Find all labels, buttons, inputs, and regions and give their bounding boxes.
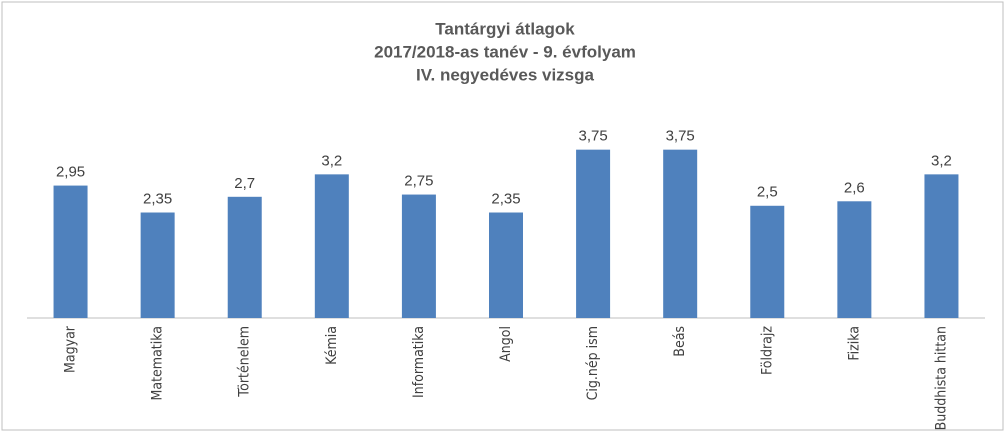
value-label: 2,5 [757, 184, 778, 201]
chart-title: Tantárgyi átlagok [435, 19, 575, 38]
x-tick-label: Matematika [150, 326, 166, 400]
x-tick-label: Történelem [237, 326, 253, 398]
x-tick-label: Beás [672, 326, 688, 357]
x-tick-label: Fizika [846, 326, 862, 361]
bar [314, 174, 349, 318]
chart-title: IV. negyedéves vizsga [416, 65, 595, 84]
value-label: 2,7 [234, 175, 255, 192]
x-tick-label: Kémia [324, 326, 340, 365]
value-label: 3,75 [666, 128, 695, 145]
bar [837, 201, 872, 318]
bar [489, 212, 523, 318]
x-tick-label: Informatika [411, 326, 427, 398]
x-tick-label: Földrajz [759, 326, 775, 375]
chart-title: 2017/2018-as tanév - 9. évfolyam [374, 42, 636, 61]
bar [140, 212, 175, 318]
value-label: 2,35 [143, 190, 172, 207]
x-tick-label: Magyar [63, 325, 79, 373]
x-tick-label: Cig.nép ism [585, 326, 601, 400]
bar [53, 185, 88, 318]
x-tick-label: Buddhista hittan [933, 326, 949, 430]
bar [576, 149, 611, 318]
bar [227, 196, 262, 318]
value-label: 2,35 [491, 190, 520, 207]
value-label: 2,75 [404, 173, 433, 190]
value-label: 3,2 [321, 152, 342, 169]
value-label: 2,95 [56, 164, 85, 181]
value-label: 2,6 [844, 179, 865, 196]
x-tick-label: Angol [498, 326, 514, 362]
bar [924, 174, 959, 318]
value-label: 3,75 [578, 128, 607, 145]
bar [750, 205, 785, 318]
bar [401, 194, 436, 318]
bar [663, 149, 698, 318]
value-label: 3,2 [931, 152, 952, 169]
